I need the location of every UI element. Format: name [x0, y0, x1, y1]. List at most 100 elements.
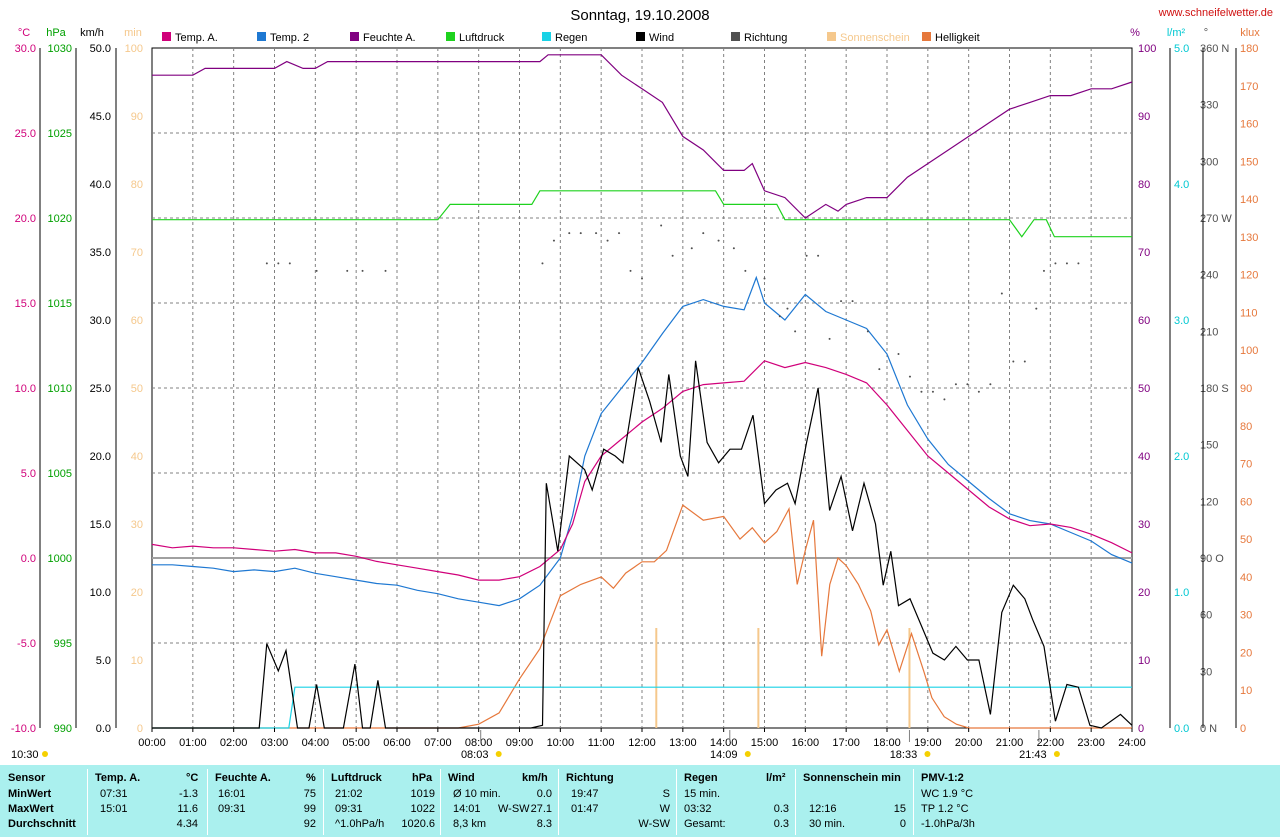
direction-axis-tick: 30	[1200, 666, 1212, 678]
stats-cell-rain-time: 15 min.	[684, 788, 721, 800]
humidity-axis-tick: 60	[1138, 315, 1150, 327]
direction-point	[828, 337, 831, 340]
humidity-axis-tick: 0	[1138, 723, 1144, 735]
x-tick-label: 09:00	[506, 737, 534, 749]
stats-cell-dir-time: 01:47	[571, 803, 599, 815]
humidity-axis-tick: 40	[1138, 451, 1150, 463]
stats-header-temp-unit: °C	[186, 772, 199, 784]
legend-swatch	[162, 32, 171, 41]
stats-cell-dir-val: W	[659, 803, 670, 815]
stats-cell-dir-val: W-SW	[638, 818, 670, 830]
legend: Temp. A. Temp. 2 Feuchte A. Luftdruck Regen W…	[162, 32, 980, 44]
sun-axis-tick: 90	[131, 111, 143, 123]
stats-cell-pres-time: 09:31	[335, 803, 363, 815]
direction-point	[954, 383, 957, 386]
wind-axis-tick: 50.0	[90, 43, 111, 55]
stats-cell-sun-val: 15	[893, 803, 906, 815]
humidity-axis-tick: 70	[1138, 247, 1150, 259]
divider	[207, 769, 208, 835]
sun-event-label: 14:09	[710, 749, 738, 761]
humidity-axis-tick: 50	[1138, 383, 1150, 395]
legend-swatch	[350, 32, 359, 41]
divider	[87, 769, 88, 835]
light-axis-tick: 150	[1240, 156, 1258, 168]
sun-axis-tick: 80	[131, 179, 143, 191]
direction-axis-tick: 210	[1200, 326, 1218, 338]
stats-header-druck: Luftdruck	[331, 772, 382, 784]
direction-point	[908, 375, 911, 378]
direction-unit: °	[1204, 27, 1208, 39]
stats-cell-temp-time: 07:31	[100, 788, 128, 800]
direction-point	[794, 330, 797, 333]
legend-label: Regen	[555, 32, 587, 44]
light-axis-tick: 70	[1240, 459, 1252, 471]
divider	[558, 769, 559, 835]
divider	[676, 769, 677, 835]
direction-point	[744, 269, 747, 272]
stats-cell-hum-val: 99	[303, 803, 316, 815]
stats-cell-wind-val: 8.3	[536, 818, 552, 830]
direction-point	[315, 269, 318, 272]
stats-cell-hum-time: 09:31	[218, 803, 246, 815]
direction-axis-tick: 120	[1200, 496, 1218, 508]
stats-header-richtung: Richtung	[566, 772, 614, 784]
weather-chart: Sonntag, 19.10.2008 www.schneifelwetter.…	[11, 7, 1273, 761]
x-tick-label: 01:00	[179, 737, 207, 749]
stats-header-sonne: Sonnenschein min	[803, 772, 901, 784]
wind-axis-tick: 10.0	[90, 587, 111, 599]
stats-cell-pres-val: 1022	[410, 803, 435, 815]
direction-point	[931, 390, 934, 393]
direction-point	[817, 254, 820, 257]
direction-point	[606, 239, 609, 242]
rain-axis-tick: 2.0	[1174, 451, 1189, 463]
pressure-axis-tick: 1030	[48, 43, 72, 55]
sun-axis-tick: 50	[131, 383, 143, 395]
light-axis-tick: 90	[1240, 383, 1252, 395]
direction-point	[1023, 360, 1026, 363]
direction-point	[763, 277, 766, 280]
humidity-axis-tick: 20	[1138, 587, 1150, 599]
legend-label: Helligkeit	[935, 32, 980, 44]
stats-header-regen-unit: l/m²	[766, 772, 786, 784]
humidity-axis-tick: 90	[1138, 111, 1150, 123]
x-tick-label: 10:00	[547, 737, 575, 749]
stats-cell-rain-val: 0.3	[773, 803, 789, 815]
humidity-unit: %	[1130, 27, 1140, 39]
rain-axis-tick: 5.0	[1174, 43, 1189, 55]
direction-axis-tick: 150	[1200, 440, 1218, 452]
stats-header-pmv: PMV-1:2	[921, 772, 964, 784]
direction-axis-tick: 180 S	[1200, 383, 1229, 395]
stats-header-temp: Temp. A.	[95, 772, 141, 784]
light-axis-tick: 60	[1240, 496, 1252, 508]
divider	[440, 769, 441, 835]
wind-axis-tick: 35.0	[90, 247, 111, 259]
chart-title: Sonntag, 19.10.2008	[570, 7, 709, 24]
direction-point	[786, 307, 789, 310]
direction-point	[897, 353, 900, 355]
x-tick-label: 20:00	[955, 737, 983, 749]
legend-label: Luftdruck	[459, 32, 505, 44]
stats-cell-wind-val: 27.1	[530, 803, 552, 815]
direction-point	[805, 254, 808, 257]
rain-axis-tick: 0.0	[1174, 723, 1189, 735]
sun-axis-tick: 60	[131, 315, 143, 327]
direction-point	[618, 232, 621, 235]
direction-point	[671, 254, 674, 257]
x-tick-label: 03:00	[261, 737, 289, 749]
legend-swatch	[731, 32, 740, 41]
wind-axis-tick: 20.0	[90, 451, 111, 463]
stats-cell-rain-val: 0.3	[773, 818, 789, 830]
humidity-axis-tick: 100	[1138, 43, 1156, 55]
legend-label: Wind	[649, 32, 674, 44]
website-link[interactable]: www.schneifelwetter.de	[1158, 7, 1273, 19]
light-axis-tick: 140	[1240, 194, 1258, 206]
wind-axis-tick: 15.0	[90, 519, 111, 531]
stats-header-wind: Wind	[448, 772, 475, 784]
series-layer	[151, 54, 1133, 729]
stats-cell-sun-time: 12:16	[809, 803, 837, 815]
stats-cell-sun-val: 0	[899, 818, 906, 830]
direction-axis-tick: 360 N	[1200, 43, 1229, 55]
light-axis-tick: 120	[1240, 270, 1258, 282]
direction-point	[1065, 262, 1068, 265]
sun-icon	[42, 751, 48, 757]
